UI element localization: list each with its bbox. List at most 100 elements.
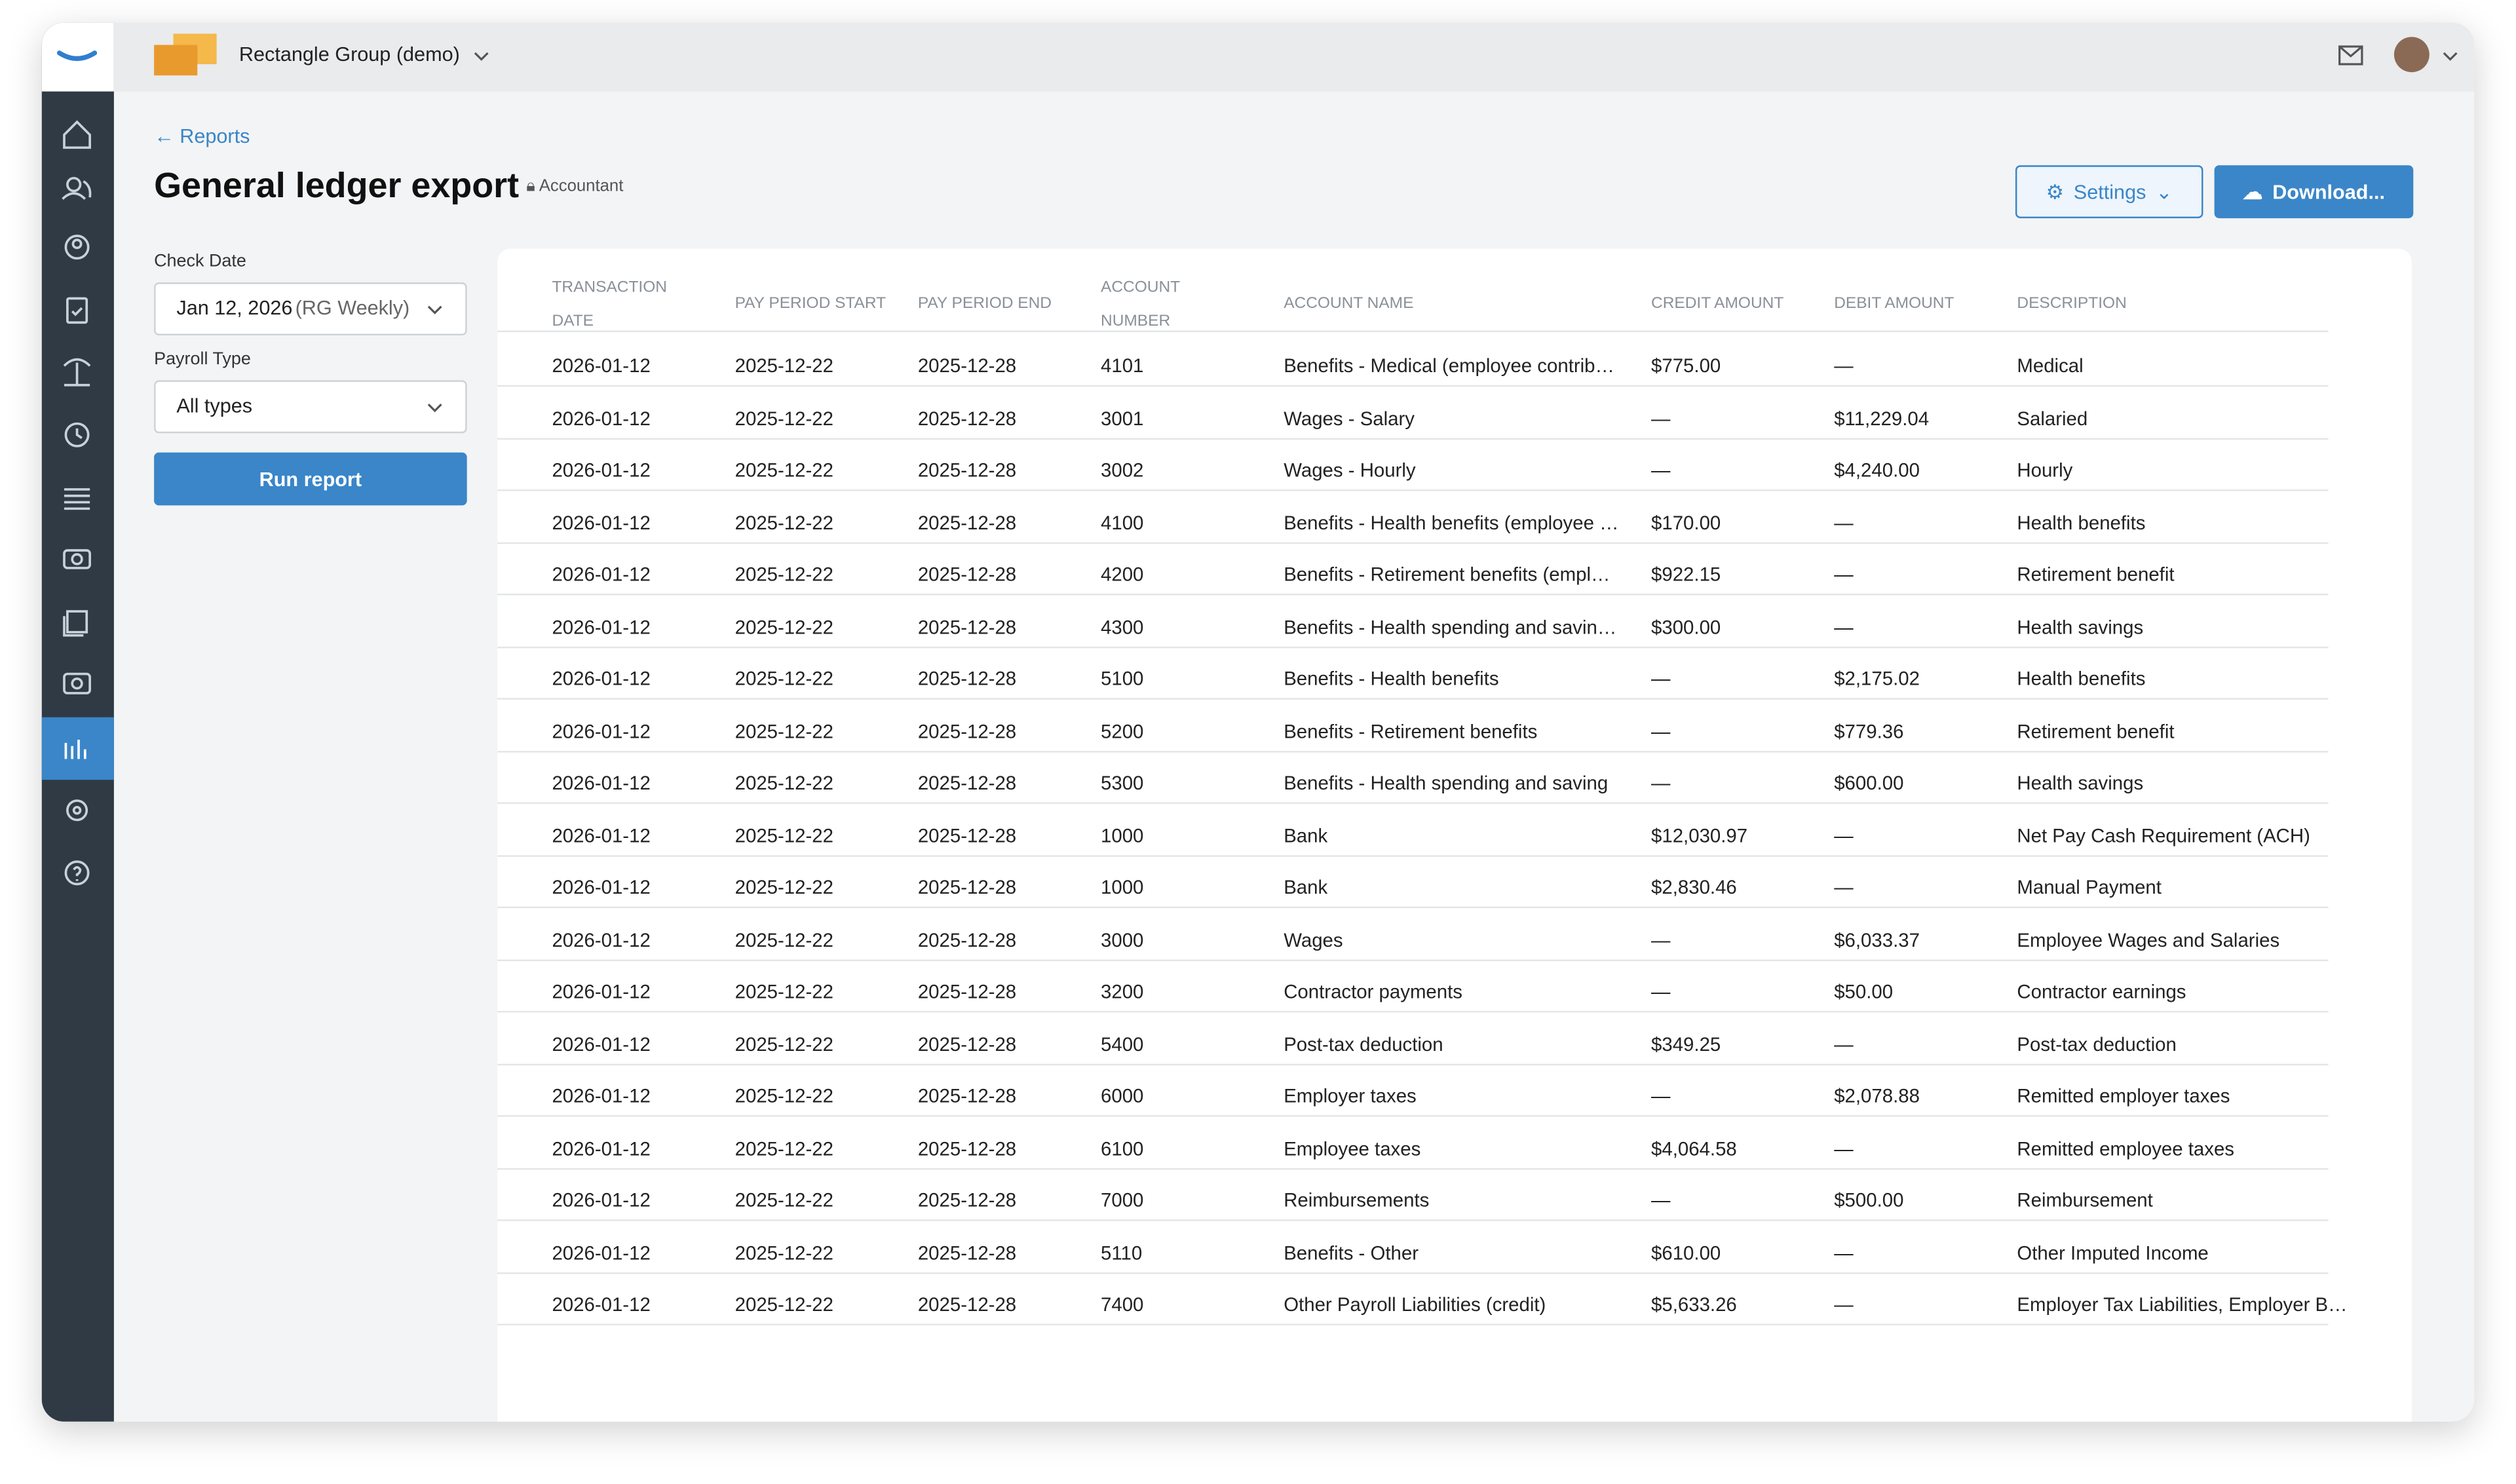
table-cell: Health savings <box>2017 771 2144 795</box>
table-cell: Reimbursements <box>1284 1189 1430 1211</box>
row-divider <box>497 698 2329 700</box>
run-report-label: Run report <box>259 467 362 491</box>
table-cell: $775.00 <box>1651 354 1721 377</box>
table-cell: Benefits - Retirement benefits <box>1284 719 1538 742</box>
row-divider <box>497 1323 2329 1325</box>
table-cell: 2025-12-22 <box>734 615 833 638</box>
table-cell: 5300 <box>1101 771 1144 795</box>
table-cell: Health savings <box>2017 615 2144 638</box>
table-cell: — <box>1651 771 1671 795</box>
table-cell: 2025-12-22 <box>734 824 833 847</box>
table-cell: Remitted employer taxes <box>2017 1084 2230 1107</box>
table-cell: $6,033.37 <box>1834 928 1920 951</box>
back-link[interactable]: ← Reports <box>154 125 250 148</box>
table-cell: 2025-12-22 <box>734 876 833 899</box>
table-cell: 4300 <box>1101 615 1144 638</box>
table-cell: 2026-01-12 <box>552 980 651 1003</box>
table-cell: Employee Wages and Salaries <box>2017 928 2280 951</box>
table-cell: 2026-01-12 <box>552 459 651 482</box>
run-report-button[interactable]: Run report <box>154 452 467 506</box>
org-name[interactable]: Rectangle Group (demo) <box>238 43 460 66</box>
payroll-type-label: Payroll Type <box>154 349 251 370</box>
table-cell: Wages - Hourly <box>1284 459 1416 482</box>
column-header: DESCRIPTION <box>2017 295 2127 313</box>
table-cell: Net Pay Cash Requirement (ACH) <box>2017 824 2310 847</box>
table-cell: Benefits - Health spending and saving <box>1284 771 1609 795</box>
row-divider <box>497 645 2329 648</box>
role-badge: 🔒︎ Accountant <box>526 176 624 196</box>
table-cell: $2,175.02 <box>1834 667 1920 691</box>
table-cell: Benefits - Other <box>1284 1241 1419 1264</box>
table-cell: 2026-01-12 <box>552 406 651 430</box>
org-dropdown-icon[interactable] <box>473 50 489 63</box>
check-date-select[interactable]: Jan 12, 2026 (RG Weekly) <box>154 282 467 335</box>
table-cell: 2026-01-12 <box>552 667 651 691</box>
table-cell: Wages <box>1284 928 1343 951</box>
settings-button[interactable]: ⚙ Settings ⌄ <box>2015 165 2203 219</box>
table-cell: — <box>1834 1032 1854 1056</box>
table-cell: Hourly <box>2017 459 2073 482</box>
table-cell: 2025-12-22 <box>734 1084 833 1107</box>
table-cell: 2025-12-28 <box>917 459 1017 482</box>
row-divider <box>497 802 2329 804</box>
table-cell: — <box>1651 459 1671 482</box>
table-cell: 2025-12-28 <box>917 406 1017 430</box>
table-cell: Bank <box>1284 876 1328 899</box>
check-date-label: Check Date <box>154 252 246 271</box>
logo[interactable] <box>41 22 114 92</box>
table-cell: 4200 <box>1101 563 1144 586</box>
column-header: PAY PERIOD END <box>917 295 1052 313</box>
table-cell: Benefits - Retirement benefits (empl… <box>1284 563 1611 586</box>
table-cell: $922.15 <box>1651 563 1721 586</box>
table-cell: $12,030.97 <box>1651 824 1748 847</box>
mail-icon[interactable] <box>2338 45 2363 66</box>
table-cell: 5100 <box>1101 667 1144 691</box>
table-cell: $610.00 <box>1651 1241 1721 1264</box>
table-cell: 2026-01-12 <box>552 771 651 795</box>
row-divider <box>497 1063 2329 1065</box>
row-divider <box>497 854 2329 856</box>
table-cell: Health benefits <box>2017 511 2146 534</box>
table-cell: Benefits - Health benefits (employee … <box>1284 511 1619 534</box>
download-button[interactable]: ☁ Download... <box>2214 165 2414 219</box>
avatar-dropdown-icon[interactable] <box>2442 50 2458 63</box>
table-cell: Salaried <box>2017 406 2088 430</box>
table-cell: 2025-12-28 <box>917 354 1017 377</box>
table-cell: 2025-12-22 <box>734 1137 833 1160</box>
row-divider <box>497 594 2329 596</box>
table-cell: 6000 <box>1101 1084 1144 1107</box>
breadcrumb[interactable]: Reports <box>180 125 250 148</box>
row-divider <box>497 489 2329 491</box>
avatar[interactable] <box>2393 37 2430 73</box>
table-cell: 2026-01-12 <box>552 719 651 742</box>
table-cell: Employee taxes <box>1284 1137 1421 1160</box>
table-cell: — <box>1834 1293 1854 1316</box>
table-cell: 2026-01-12 <box>552 511 651 534</box>
table-cell: 2025-12-28 <box>917 719 1017 742</box>
table-cell: 5110 <box>1101 1241 1143 1264</box>
table-cell: 2025-12-22 <box>734 667 833 691</box>
check-date-suffix: (RG Weekly) <box>295 297 410 320</box>
table-cell: 2026-01-12 <box>552 1241 651 1264</box>
row-divider <box>497 750 2329 752</box>
table-cell: — <box>1651 980 1671 1003</box>
table-cell: 6100 <box>1101 1137 1144 1160</box>
table-cell: Benefits - Medical (employee contrib… <box>1284 354 1614 377</box>
payroll-type-select[interactable]: All types <box>154 380 467 434</box>
nav-icons[interactable] <box>42 103 114 1001</box>
table-cell: — <box>1834 824 1854 847</box>
table-cell: Bank <box>1284 824 1328 847</box>
column-header: CREDIT AMOUNT <box>1651 295 1784 313</box>
table-cell: 2025-12-22 <box>734 511 833 534</box>
row-divider <box>497 1010 2329 1013</box>
table-cell: 2026-01-12 <box>552 1189 651 1211</box>
table-cell: — <box>1651 719 1671 742</box>
table-cell: $4,064.58 <box>1651 1137 1737 1160</box>
column-header: DEBIT AMOUNT <box>1834 295 1954 313</box>
table-cell: — <box>1834 1137 1854 1160</box>
table-cell: 2025-12-22 <box>734 459 833 482</box>
table-cell: $300.00 <box>1651 615 1721 638</box>
payroll-type-value: All types <box>176 394 253 417</box>
check-date-value: Jan 12, 2026 <box>176 297 293 320</box>
table-cell: — <box>1651 406 1671 430</box>
